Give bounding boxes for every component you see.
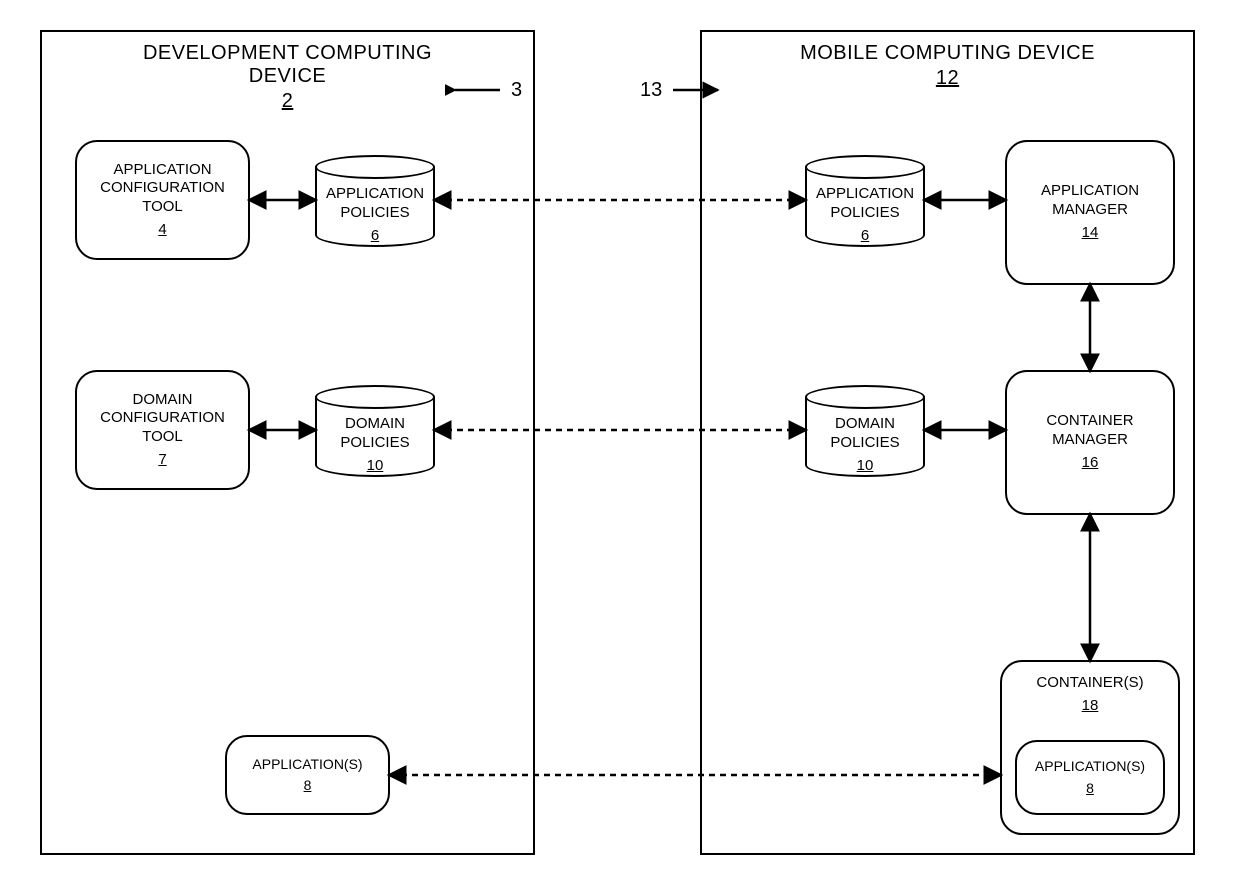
app-policies-right-cyl: APPLICATIONPOLICIES 6 — [805, 155, 925, 247]
app-config-tool-box: APPLICATIONCONFIGURATIONTOOL 4 — [75, 140, 250, 260]
callout-3-label: 3 — [511, 79, 522, 102]
domain-policies-right-cyl: DOMAINPOLICIES 10 — [805, 385, 925, 477]
mobile-device-title: MOBILE COMPUTING DEVICE12 — [702, 42, 1193, 90]
domain-config-tool-num: 7 — [158, 451, 166, 470]
app-policies-left-cyl: APPLICATIONPOLICIES 6 — [315, 155, 435, 247]
app-policies-left-label: APPLICATIONPOLICIES — [326, 185, 424, 221]
applications-right-box: APPLICATION(S) 8 — [1015, 740, 1165, 815]
containers-label: CONTAINER(S) — [1036, 674, 1143, 693]
applications-right-label: APPLICATION(S) — [1035, 758, 1145, 776]
callout-3: 3 — [445, 78, 522, 102]
domain-config-tool-label: DOMAINCONFIGURATIONTOOL — [100, 391, 225, 447]
applications-left-box: APPLICATION(S) 8 — [225, 735, 390, 815]
app-manager-label: APPLICATIONMANAGER — [1041, 182, 1139, 220]
applications-left-label: APPLICATION(S) — [252, 756, 362, 774]
domain-policies-left-cyl: DOMAINPOLICIES 10 — [315, 385, 435, 477]
app-policies-right-num: 6 — [861, 227, 869, 246]
container-manager-num: 16 — [1082, 454, 1099, 473]
app-policies-right-label: APPLICATIONPOLICIES — [816, 185, 914, 221]
applications-right-num: 8 — [1086, 780, 1094, 798]
diagram-canvas: DEVELOPMENT COMPUTINGDEVICE2 MOBILE COMP… — [0, 0, 1240, 892]
app-config-tool-num: 4 — [158, 221, 166, 240]
domain-policies-left-label: DOMAINPOLICIES — [340, 415, 409, 451]
applications-left-num: 8 — [304, 777, 312, 795]
callout-13: 13 — [640, 78, 728, 102]
container-manager-label: CONTAINERMANAGER — [1046, 412, 1133, 450]
domain-policies-right-num: 10 — [857, 457, 874, 476]
app-policies-left-num: 6 — [371, 227, 379, 246]
containers-num: 18 — [1082, 697, 1099, 716]
callout-13-label: 13 — [640, 79, 662, 102]
app-manager-box: APPLICATIONMANAGER 14 — [1005, 140, 1175, 285]
app-manager-num: 14 — [1082, 224, 1099, 243]
app-config-tool-label: APPLICATIONCONFIGURATIONTOOL — [100, 161, 225, 217]
domain-config-tool-box: DOMAINCONFIGURATIONTOOL 7 — [75, 370, 250, 490]
domain-policies-left-num: 10 — [367, 457, 384, 476]
domain-policies-right-label: DOMAINPOLICIES — [830, 415, 899, 451]
container-manager-box: CONTAINERMANAGER 16 — [1005, 370, 1175, 515]
